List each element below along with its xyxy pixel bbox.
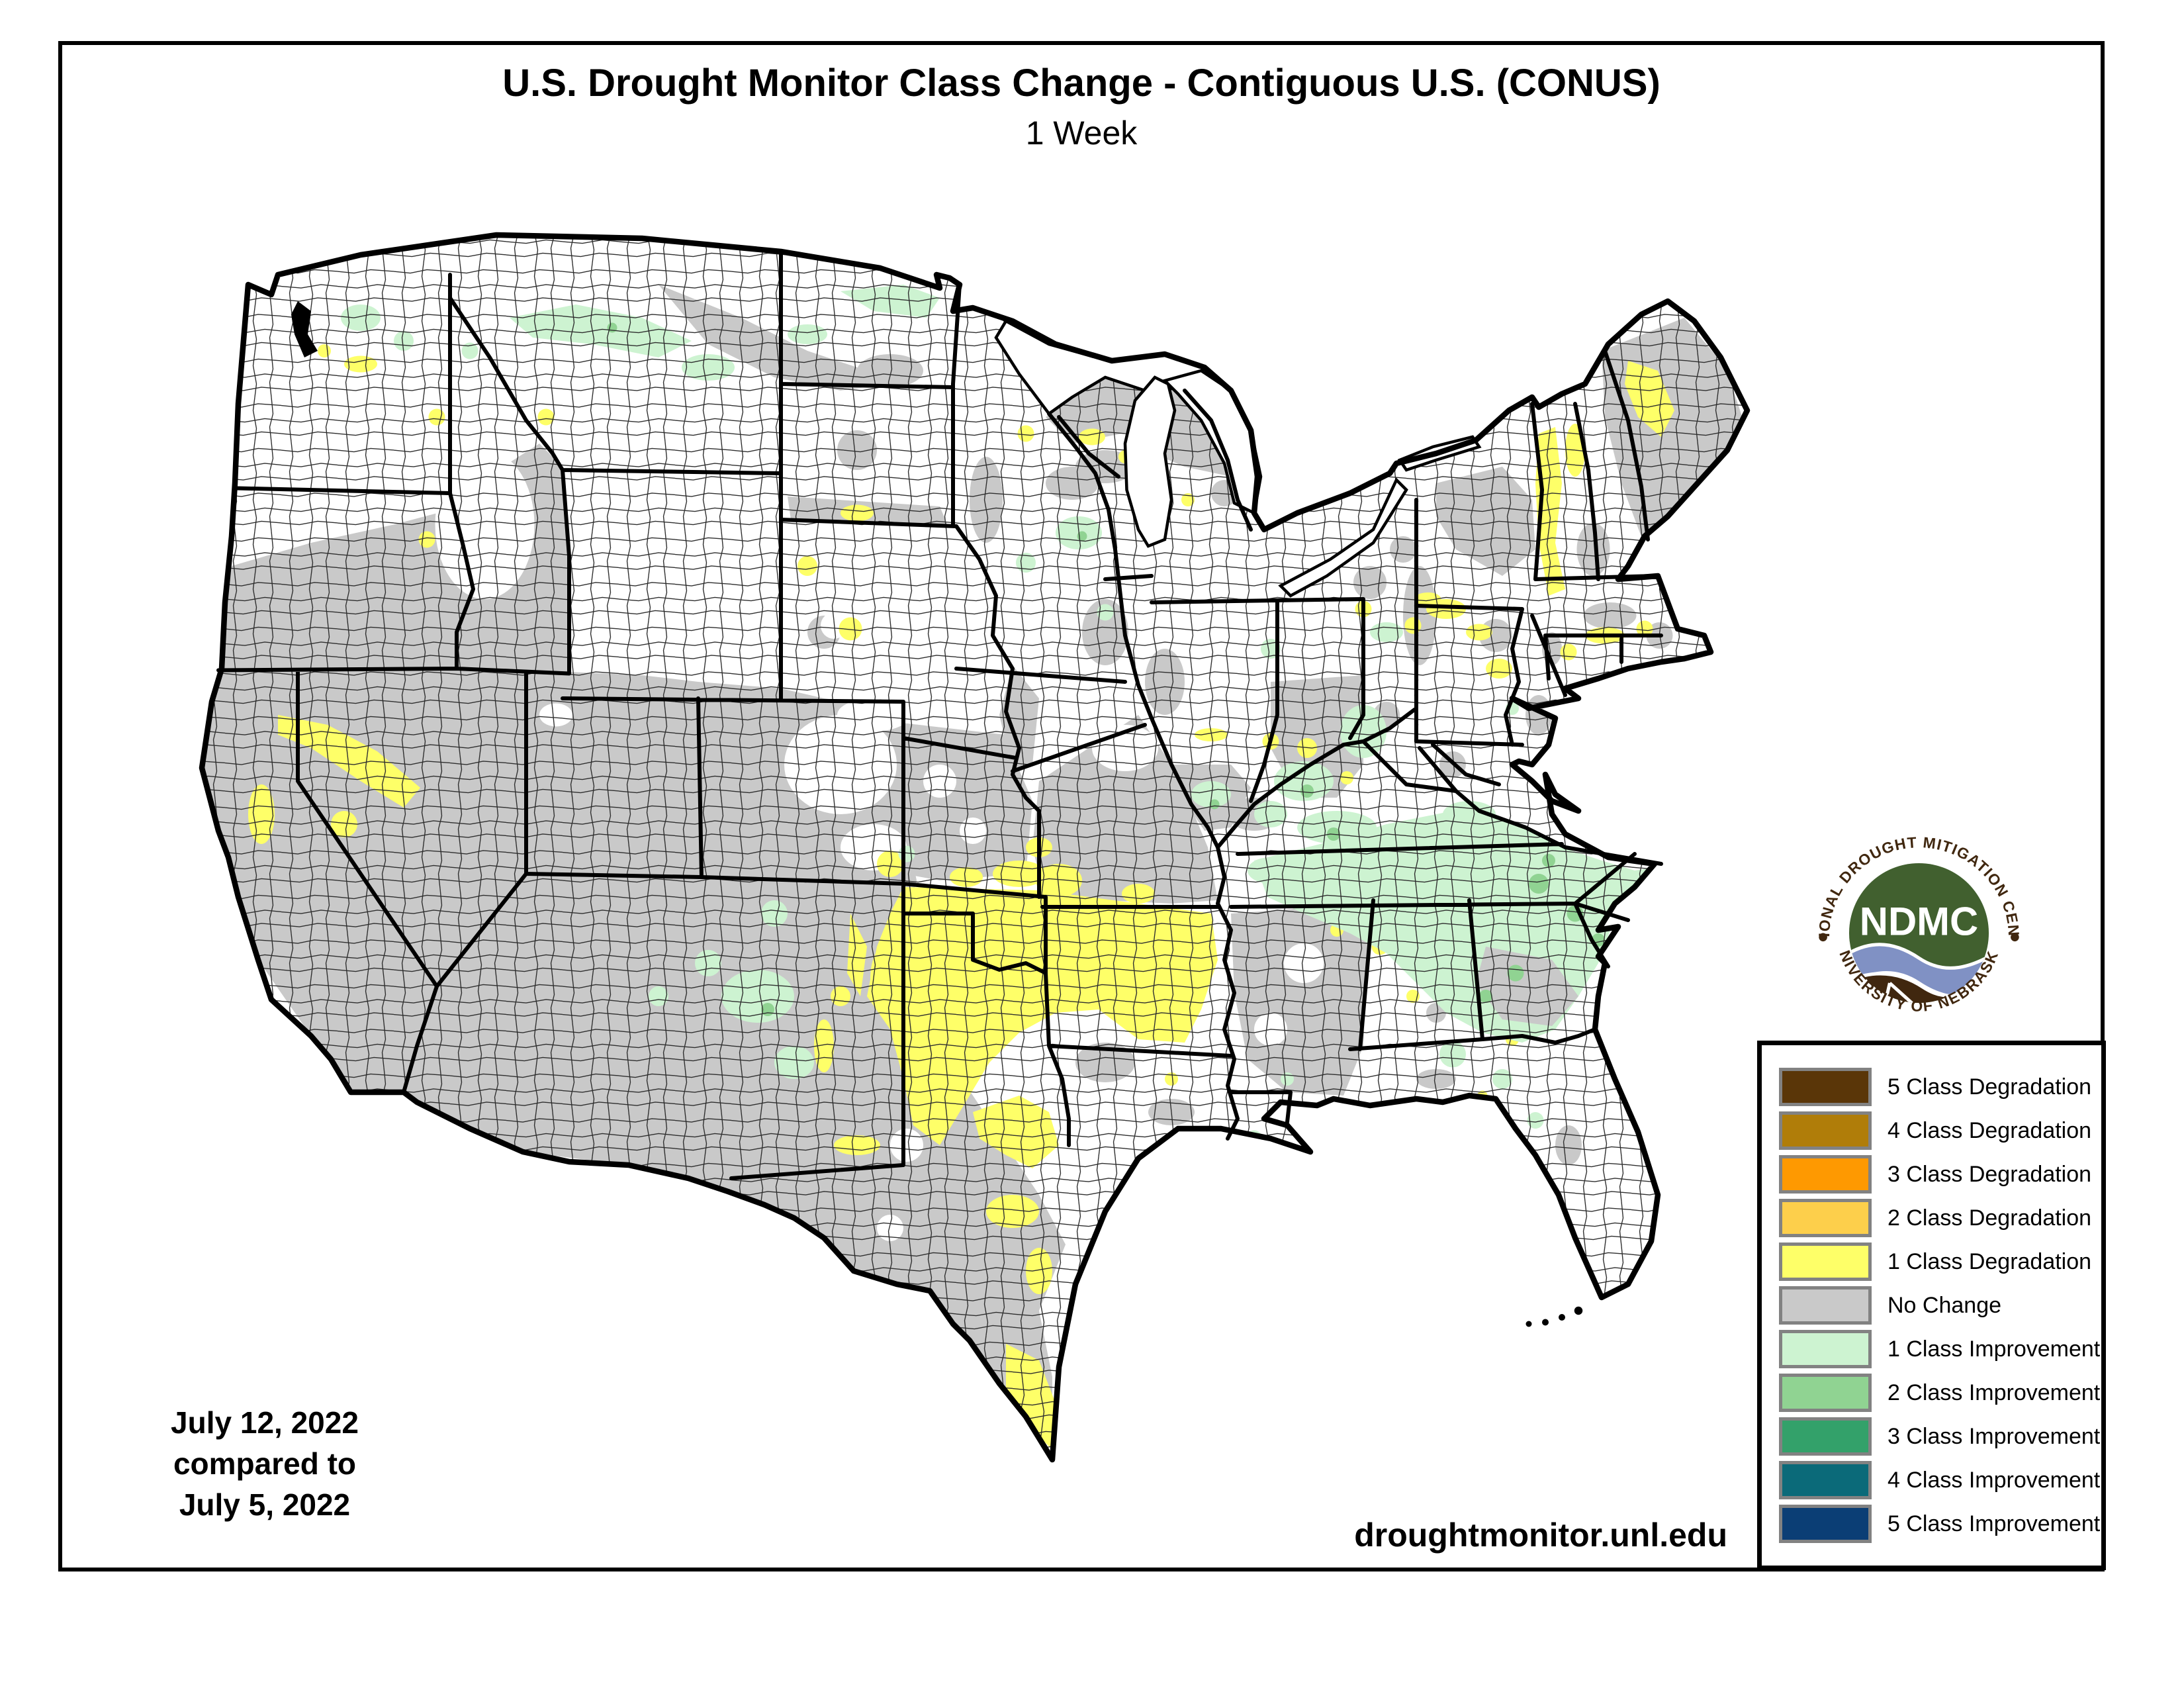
legend-swatch-3-class-degradation <box>1779 1155 1872 1194</box>
legend-row: 5 Class Improvement <box>1762 1502 2101 1546</box>
legend-row: 5 Class Degradation <box>1762 1065 2101 1109</box>
lake-erie <box>1278 477 1408 598</box>
legend-label: 2 Class Improvement <box>1888 1380 2101 1405</box>
legend-row: 4 Class Improvement <box>1762 1458 2101 1502</box>
logo-cracked-earth <box>1848 962 1989 1004</box>
date-line-2: compared to <box>173 1446 357 1481</box>
legend-row: 3 Class Degradation <box>1762 1152 2101 1196</box>
legend-label: 1 Class Degradation <box>1888 1248 2092 1274</box>
legend-row: 4 Class Degradation <box>1762 1109 2101 1152</box>
ndmc-logo: NDMC NATIONAL DROUGHT MITIGATION CENTER … <box>1809 815 2023 1037</box>
legend-swatch-1-class-improvement <box>1779 1330 1872 1368</box>
legend-label: No Change <box>1888 1292 2002 1318</box>
date-comparison: July 12, 2022 compared to July 5, 2022 <box>79 1402 450 1525</box>
lake-michigan <box>1123 375 1177 548</box>
outer-frame <box>58 41 2105 1571</box>
state-boundaries <box>216 253 1663 1180</box>
logo-left-dot <box>1819 933 1827 942</box>
date-line-3: July 5, 2022 <box>179 1487 351 1522</box>
page-title: U.S. Drought Monitor Class Change - Cont… <box>502 62 1661 105</box>
page-subtitle: 1 Week <box>1025 115 1138 152</box>
legend-box: 5 Class Degradation 4 Class Degradation … <box>1757 1041 2106 1570</box>
florida-keys <box>1525 1306 1583 1327</box>
legend-swatch-1-class-degradation <box>1779 1243 1872 1281</box>
legend-swatch-4-class-degradation <box>1779 1111 1872 1150</box>
legend-label: 3 Class Degradation <box>1888 1161 2092 1187</box>
legend-row: 1 Class Degradation <box>1762 1240 2101 1284</box>
legend-row: No Change <box>1762 1284 2101 1327</box>
source-url: droughtmonitor.unl.edu <box>1354 1517 1727 1554</box>
legend-swatch-5-class-improvement <box>1779 1505 1872 1543</box>
logo-acronym: NDMC <box>1860 900 1979 944</box>
conus-map-svg <box>113 218 1780 1483</box>
county-grid <box>202 235 1747 1460</box>
legend-swatch-2-class-improvement <box>1779 1374 1872 1412</box>
legend-swatch-4-class-improvement <box>1779 1461 1872 1499</box>
legend-label: 4 Class Degradation <box>1888 1117 2092 1143</box>
legend-label: 1 Class Improvement <box>1888 1336 2101 1362</box>
legend-row: 2 Class Improvement <box>1762 1371 2101 1415</box>
legend-label: 5 Class Improvement <box>1888 1511 2101 1536</box>
legend-label: 3 Class Improvement <box>1888 1423 2101 1449</box>
legend-swatch-5-class-degradation <box>1779 1068 1872 1106</box>
map-fill-layer <box>202 235 1747 1460</box>
legend-swatch-no-change <box>1779 1286 1872 1325</box>
conus-class-change-map <box>113 218 1780 1483</box>
legend-swatch-2-class-degradation <box>1779 1199 1872 1237</box>
legend-row: 2 Class Degradation <box>1762 1196 2101 1240</box>
legend-label: 4 Class Improvement <box>1888 1467 2101 1493</box>
logo-right-dot <box>2011 933 2019 942</box>
puget-sound <box>291 301 318 357</box>
legend-label: 2 Class Degradation <box>1888 1205 2092 1231</box>
date-line-1: July 12, 2022 <box>171 1405 359 1440</box>
legend-row: 1 Class Improvement <box>1762 1327 2101 1371</box>
legend-row: 3 Class Improvement <box>1762 1415 2101 1458</box>
legend-swatch-3-class-improvement <box>1779 1417 1872 1456</box>
legend-label: 5 Class Degradation <box>1888 1074 2092 1100</box>
